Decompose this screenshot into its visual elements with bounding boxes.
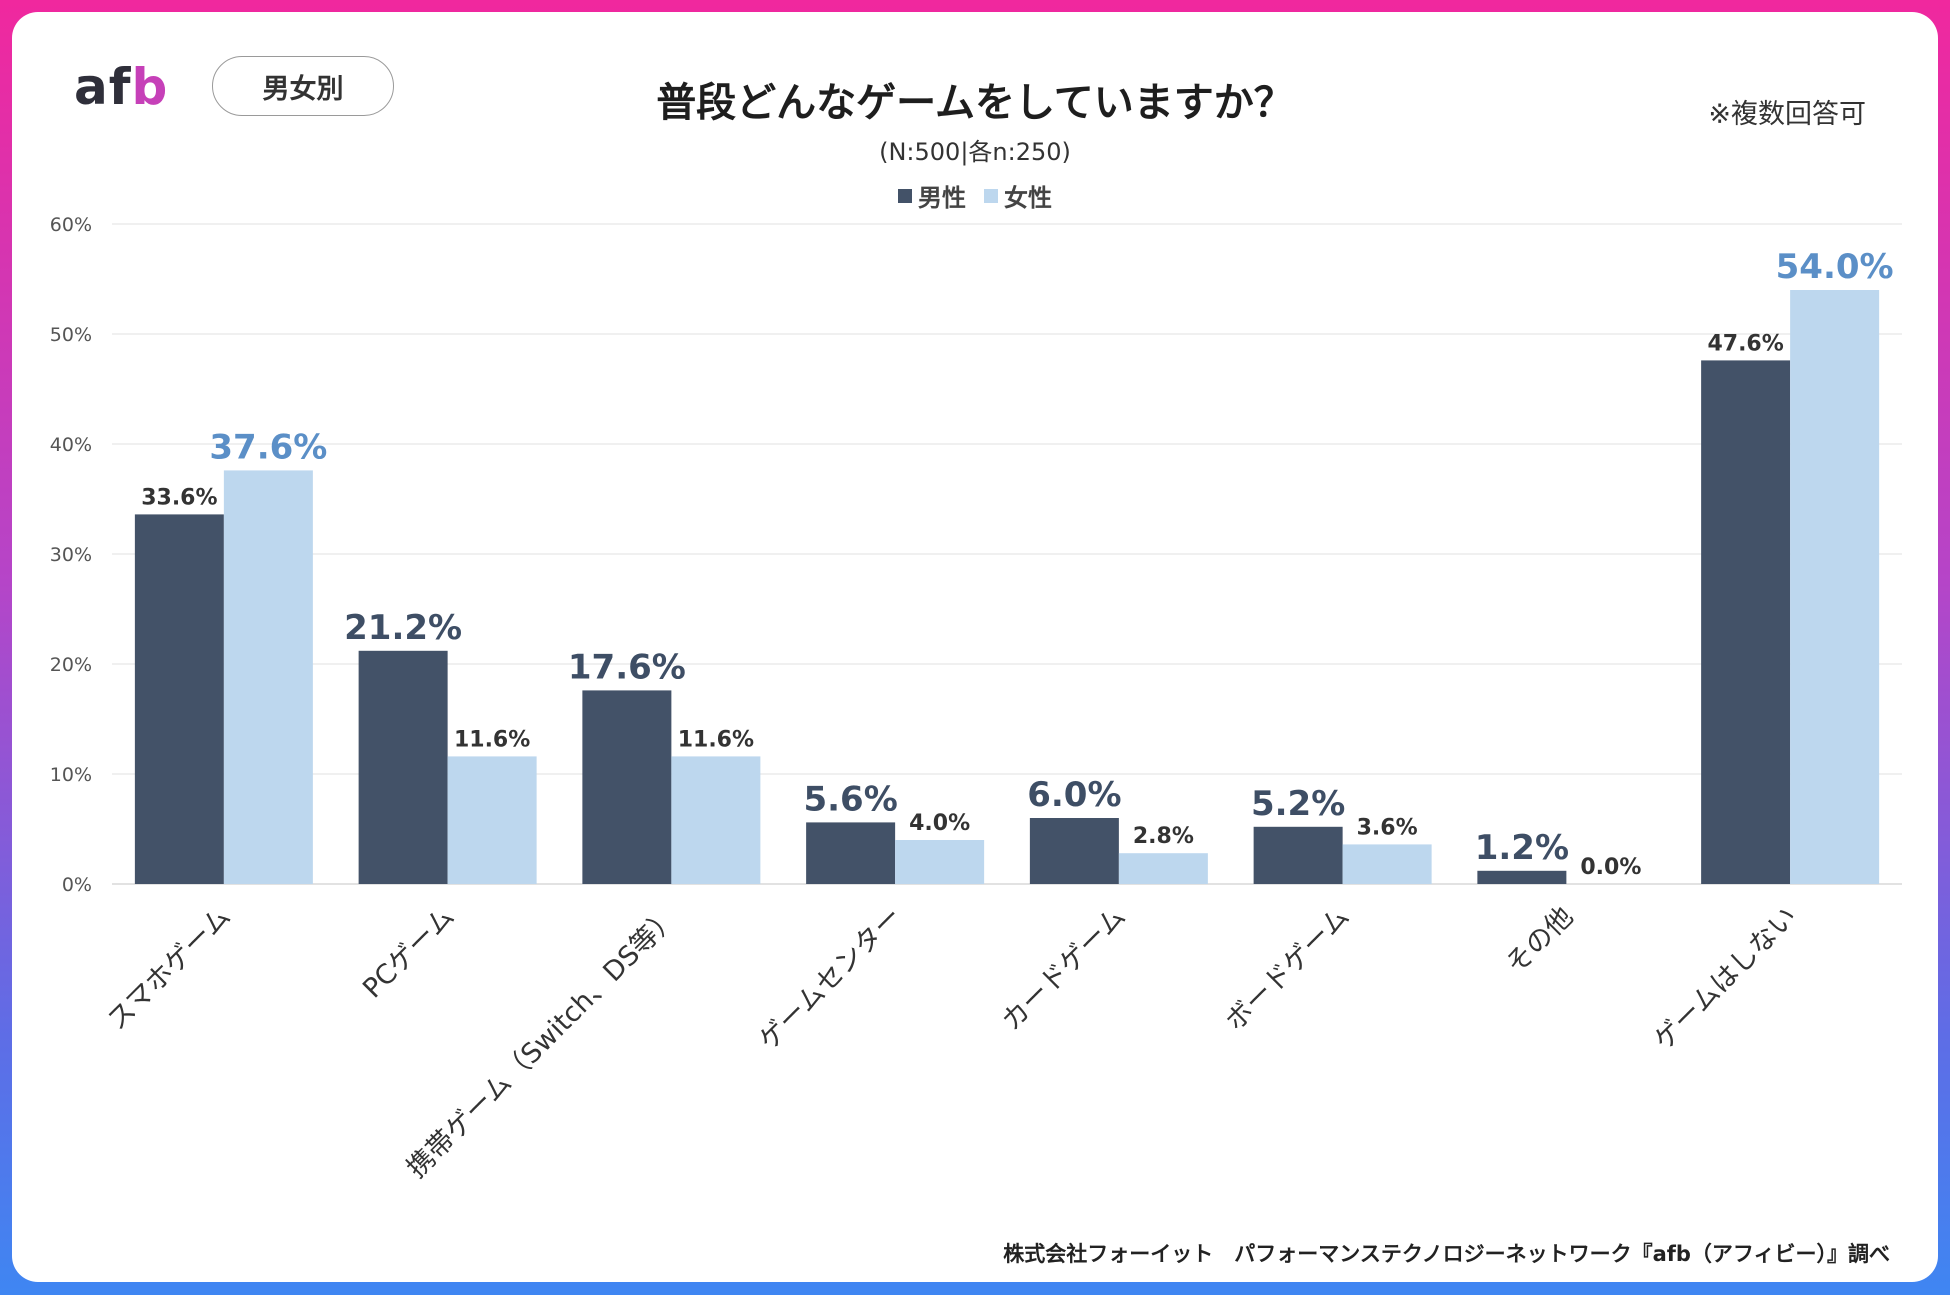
gender-filter-badge: 男女別 <box>212 56 394 116</box>
bar-female <box>447 756 537 884</box>
legend-item-male: 男性 <box>898 178 966 213</box>
data-label: 0.0% <box>1580 855 1641 880</box>
legend-item-female: 女性 <box>984 178 1052 213</box>
data-label: 3.6% <box>1357 815 1418 840</box>
bar-male <box>1253 826 1343 884</box>
legend-swatch-female <box>984 188 998 203</box>
bar-male <box>1477 870 1567 884</box>
y-tick-label: 20% <box>50 654 92 676</box>
afb-logo: afb <box>74 58 169 116</box>
x-category-label: カードゲーム <box>996 901 1132 1037</box>
data-label: 11.6% <box>454 727 530 752</box>
bar-male <box>358 650 448 884</box>
x-category-label: ゲームはしない <box>1648 901 1803 1056</box>
bar-male <box>806 822 896 884</box>
data-label: 6.0% <box>1027 775 1121 815</box>
chart-card: afb 男女別 普段どんなゲームをしていますか？ (N:500|各n:250) … <box>12 12 1938 1282</box>
legend-swatch-male <box>898 188 912 203</box>
bar-female <box>895 840 985 884</box>
y-tick-label: 50% <box>50 324 92 346</box>
data-label: 11.6% <box>678 727 754 752</box>
y-tick-label: 30% <box>50 544 92 566</box>
sample-size-subtitle: (N:500|各n:250) <box>879 138 1071 166</box>
data-label: 5.6% <box>803 779 897 819</box>
bar-male <box>1029 818 1119 884</box>
y-tick-label: 40% <box>50 434 92 456</box>
legend-label-female: 女性 <box>1004 184 1052 212</box>
x-category-label: その他 <box>1500 901 1579 980</box>
bar-male <box>134 514 224 884</box>
data-label: 5.2% <box>1251 784 1345 824</box>
x-category-label: ゲームセンター <box>753 901 908 1056</box>
legend-label-male: 男性 <box>918 184 966 212</box>
multiple-answer-note: ※複数回答可 <box>1708 99 1866 130</box>
bar-female <box>1342 844 1432 884</box>
x-category-label: ボードゲーム <box>1220 901 1356 1037</box>
y-tick-label: 60% <box>50 214 92 236</box>
data-label: 47.6% <box>1707 331 1783 356</box>
x-category-label: スマホゲーム <box>101 901 236 1036</box>
data-label: 17.6% <box>568 647 686 687</box>
bar-male <box>582 690 672 884</box>
bar-female <box>1118 853 1208 884</box>
chart-title: 普段どんなゲームをしていますか？ <box>656 80 1294 126</box>
bar-female <box>1790 290 1880 884</box>
source-footer: 株式会社フォーイット パフォーマンステクノロジーネットワーク『afb（アフィビー… <box>1003 1242 1890 1266</box>
data-label: 21.2% <box>344 608 462 648</box>
x-category-label: 携帯ゲーム（Switch、DS等） <box>401 901 684 1184</box>
bar-female <box>671 756 761 884</box>
chart-legend: 男性 女性 <box>12 178 1938 213</box>
y-tick-label: 10% <box>50 764 92 786</box>
bar-chart: 0% 10% 20% 30% 40% 50% 60% 33.6% 37.6% スマホゲーム 21.2… <box>50 214 1902 1184</box>
bar-female <box>223 470 313 884</box>
x-category-label: PCゲーム <box>357 901 460 1004</box>
data-label: 4.0% <box>909 811 970 836</box>
data-label: 1.2% <box>1475 828 1569 868</box>
bar-male <box>1701 360 1791 884</box>
data-label: 2.8% <box>1133 824 1194 849</box>
y-tick-label: 0% <box>62 874 92 896</box>
data-label: 54.0% <box>1776 247 1894 287</box>
data-label: 33.6% <box>141 485 217 510</box>
data-label: 37.6% <box>209 427 327 467</box>
